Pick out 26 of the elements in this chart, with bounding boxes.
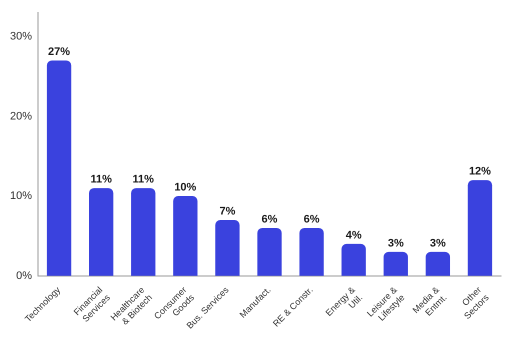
- bar: [384, 252, 408, 276]
- bar: [46, 60, 72, 276]
- bar: [468, 180, 492, 276]
- data-label: 7%: [219, 206, 236, 218]
- data-label: 10%: [174, 182, 197, 194]
- bar: [342, 244, 366, 276]
- data-label: 6%: [262, 213, 278, 226]
- data-label: 4%: [346, 229, 362, 242]
- bar: [257, 228, 282, 276]
- data-label: 27%: [48, 46, 70, 58]
- bar: [426, 252, 450, 276]
- bar: [131, 188, 156, 276]
- data-label: 3%: [430, 237, 446, 250]
- data-label: 11%: [132, 174, 154, 186]
- bar: [173, 196, 198, 276]
- data-label: 12%: [468, 166, 492, 178]
- bar: [215, 220, 240, 276]
- y-tick-label: 20%: [10, 110, 32, 122]
- y-tick-label: 0%: [16, 270, 32, 282]
- data-label: 3%: [388, 237, 404, 250]
- bar: [88, 188, 114, 276]
- y-tick-label: 10%: [10, 190, 32, 202]
- data-label: 11%: [90, 174, 112, 186]
- data-label: 6%: [304, 213, 320, 226]
- bar: [299, 228, 324, 276]
- y-tick-label: 30%: [10, 30, 32, 43]
